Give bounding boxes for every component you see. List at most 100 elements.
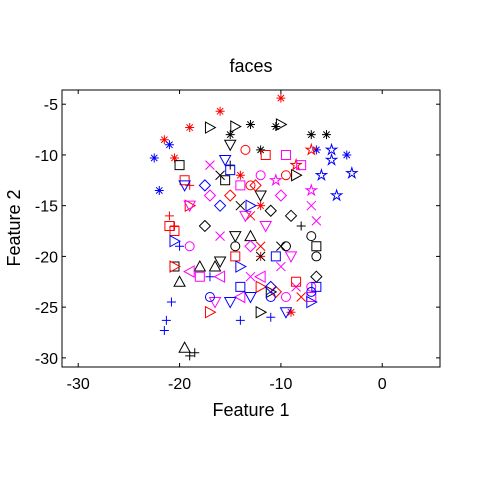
- chart-title: faces: [229, 56, 272, 76]
- data-point: [213, 270, 226, 284]
- data-point: [259, 220, 273, 233]
- data-point: [276, 261, 286, 272]
- data-point: [161, 315, 171, 325]
- data-point: [344, 166, 359, 180]
- y-tick-label: -5: [44, 97, 58, 114]
- data-point: [224, 189, 237, 202]
- data-point: [249, 179, 262, 192]
- data-point: [245, 180, 256, 191]
- data-point: [193, 260, 207, 272]
- data-point: [175, 241, 185, 251]
- data-point: [255, 170, 266, 181]
- data-point: [275, 118, 288, 131]
- data-point: [154, 185, 164, 195]
- data-point: [311, 281, 322, 292]
- y-tick-label: -10: [35, 148, 58, 165]
- data-point: [203, 189, 217, 202]
- data-point: [296, 292, 307, 302]
- data-point: [185, 123, 195, 133]
- data-point: [276, 241, 286, 252]
- data-point: [280, 241, 291, 252]
- data-point: [254, 270, 266, 284]
- data-point: [164, 211, 174, 221]
- data-point: [235, 260, 247, 273]
- data-point: [173, 275, 186, 287]
- data-point: [260, 149, 271, 160]
- y-tick-label: -15: [35, 199, 58, 216]
- data-point: [159, 135, 169, 145]
- data-point: [235, 315, 245, 325]
- data-point: [235, 281, 246, 292]
- data-point: [190, 348, 200, 358]
- data-point: [245, 210, 256, 221]
- data-point: [205, 272, 215, 282]
- data-point: [342, 150, 352, 160]
- data-point: [255, 241, 266, 252]
- y-tick-label: -25: [35, 300, 58, 317]
- data-point: [205, 160, 215, 170]
- data-point: [296, 221, 306, 231]
- data-point: [291, 281, 301, 292]
- data-point: [254, 190, 267, 203]
- data-point: [183, 200, 197, 213]
- data-point: [245, 199, 258, 213]
- data-point: [256, 201, 266, 211]
- data-point: [169, 260, 182, 273]
- data-point: [291, 168, 303, 182]
- data-point: [208, 260, 222, 272]
- data-point: [225, 130, 235, 140]
- y-axis-label: Feature 2: [4, 189, 24, 266]
- data-point: [270, 251, 281, 262]
- data-point: [184, 241, 195, 252]
- data-point: [215, 170, 225, 181]
- axes-box: [61, 89, 441, 368]
- data-point: [164, 140, 174, 150]
- data-point: [266, 312, 276, 322]
- x-tick-label: -20: [168, 376, 191, 393]
- data-point: [311, 216, 322, 226]
- data-point: [304, 142, 319, 156]
- data-point: [284, 209, 298, 223]
- data-point: [184, 199, 197, 213]
- data-point: [276, 93, 286, 103]
- data-point: [228, 231, 242, 243]
- data-point: [230, 120, 242, 133]
- data-point: [159, 325, 169, 335]
- data-point: [204, 305, 217, 319]
- data-point: [169, 153, 179, 163]
- data-point: [279, 307, 293, 319]
- plot-area: -30 -20 -10 0 -5 -10 -15 -20 -25 -30: [35, 90, 440, 393]
- data-point: [166, 297, 176, 307]
- data-point: [311, 145, 321, 155]
- data-point: [306, 231, 317, 242]
- data-point: [223, 297, 237, 309]
- data-point: [271, 122, 281, 132]
- data-point: [269, 285, 283, 299]
- data-point: [245, 271, 256, 282]
- data-point: [225, 160, 235, 170]
- data-point: [255, 280, 268, 294]
- data-point: [169, 221, 179, 231]
- data-point: [218, 155, 232, 167]
- data-point: [256, 145, 266, 155]
- x-axis-label: Feature 1: [212, 400, 289, 420]
- data-point: [174, 160, 185, 171]
- data-point: [296, 160, 307, 171]
- data-point: [215, 106, 225, 116]
- data-point: [306, 130, 316, 140]
- data-point: [265, 291, 276, 302]
- data-point: [264, 204, 277, 217]
- data-point: [164, 220, 175, 231]
- data-point: [306, 295, 318, 309]
- data-point: [208, 297, 222, 309]
- data-point: [169, 226, 180, 237]
- data-point: [304, 183, 319, 197]
- data-point: [235, 180, 246, 191]
- data-point: [230, 241, 241, 252]
- y-tick-label: -30: [35, 351, 58, 368]
- data-point: [311, 251, 322, 262]
- data-point: [178, 341, 191, 353]
- data-point: [244, 291, 257, 304]
